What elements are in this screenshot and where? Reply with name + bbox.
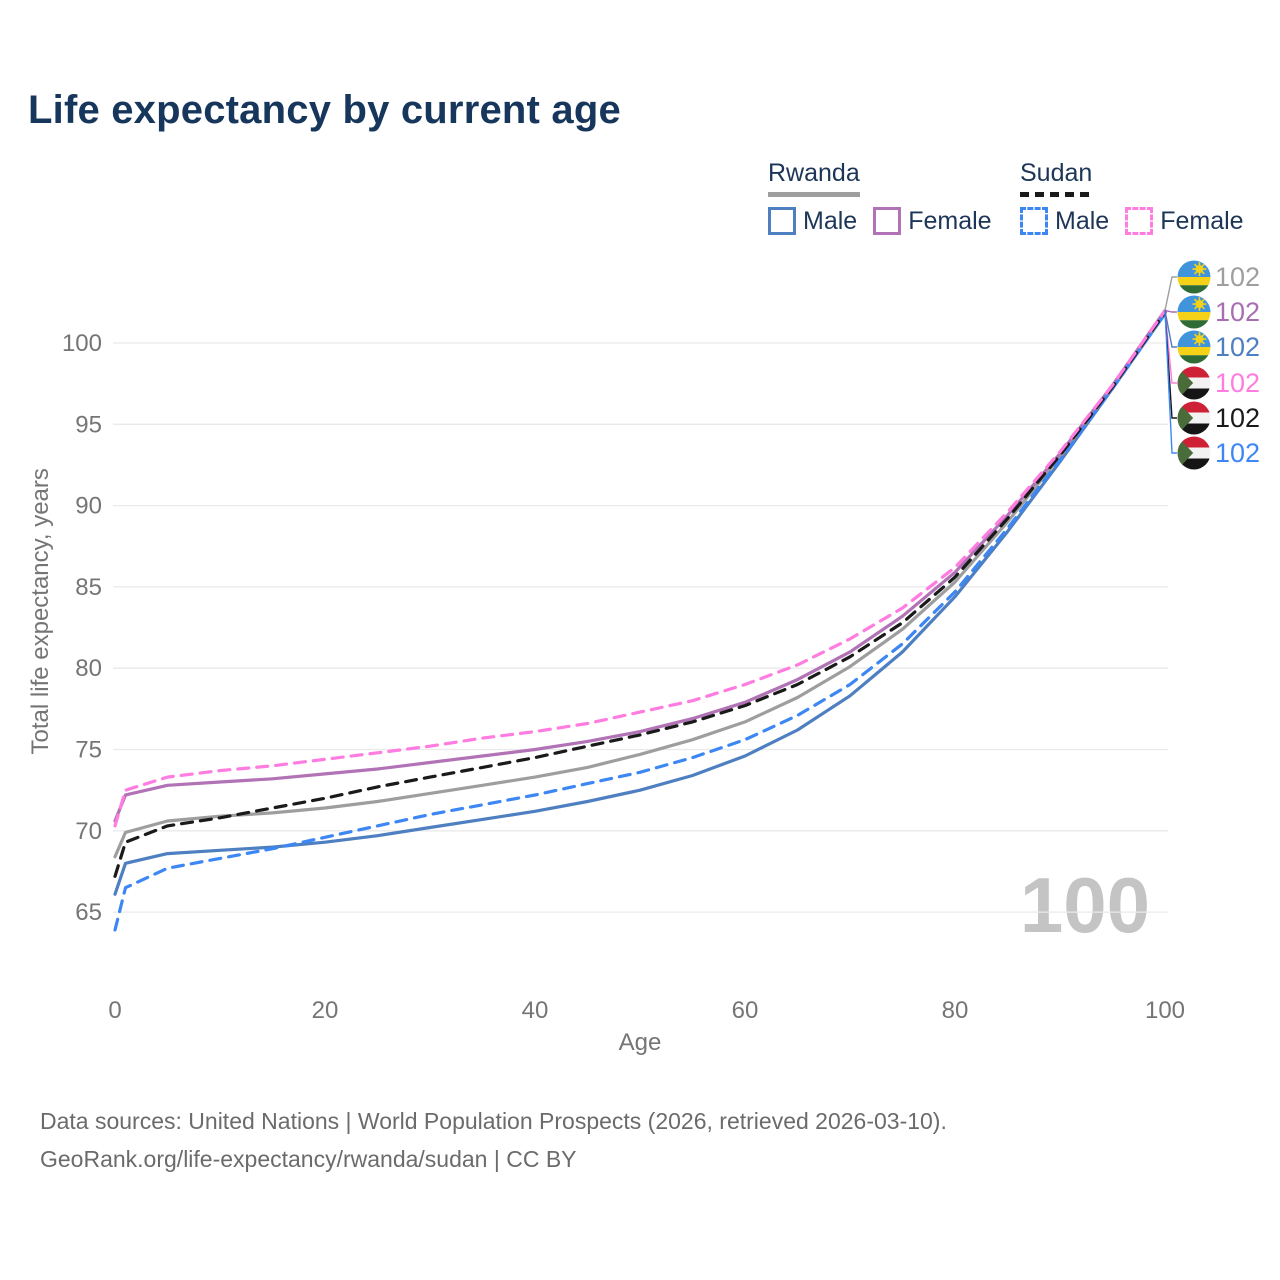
end-label-value-rwanda-female: 102	[1215, 297, 1260, 327]
y-axis-title: Total life expectancy, years	[27, 468, 54, 754]
end-label-connector	[1164, 276, 1177, 311]
x-tick-60: 60	[732, 997, 759, 1024]
rwanda-female-swatch-icon	[873, 207, 902, 235]
y-tick-70: 70	[75, 818, 102, 845]
x-tick-0: 0	[108, 997, 121, 1024]
y-tick-65: 65	[75, 899, 102, 926]
end-label-value-sudan-total: 102	[1215, 403, 1260, 433]
end-label-connector	[1164, 309, 1177, 313]
y-tick-95: 95	[75, 411, 102, 438]
end-label-connector	[1164, 310, 1177, 348]
sudan-flag-icon	[1177, 436, 1211, 470]
legend-item-rwanda-female[interactable]: Female	[873, 206, 992, 236]
series-line-rwanda-total	[113, 310, 1167, 859]
series-line-rwanda-female	[113, 308, 1167, 823]
series-line-rwanda-male	[113, 312, 1167, 896]
hover-age-watermark: 100	[1019, 861, 1150, 949]
legend-label-sudan-female: Female	[1160, 206, 1244, 235]
end-label-connector	[1164, 310, 1177, 454]
rwanda-flag-icon	[1177, 330, 1211, 364]
end-label-value-rwanda-male: 102	[1215, 332, 1260, 362]
end-label-value-rwanda-total: 102	[1215, 262, 1260, 292]
legend-label-rwanda-female: Female	[908, 206, 992, 235]
end-label-value-sudan-male: 102	[1215, 438, 1260, 468]
legend-item-sudan-male[interactable]: Male	[1020, 207, 1109, 236]
y-tick-100: 100	[62, 330, 102, 357]
end-label-value-sudan-female: 102	[1215, 368, 1260, 398]
y-tick-90: 90	[75, 493, 102, 520]
legend-item-sudan-female[interactable]: Female	[1125, 206, 1244, 236]
legend-group-rwanda: Rwanda Male Female	[768, 159, 1008, 236]
rwanda-flag-icon	[1177, 295, 1211, 329]
end-label-connector	[1164, 310, 1177, 384]
y-tick-75: 75	[75, 737, 102, 764]
legend-label-sudan-male: Male	[1055, 206, 1110, 235]
y-tick-85: 85	[75, 574, 102, 601]
sudan-flag-icon	[1177, 401, 1211, 435]
legend-group-sudan: Sudan Male Female	[1020, 159, 1260, 236]
x-tick-40: 40	[522, 997, 549, 1024]
rwanda-male-swatch-icon	[768, 207, 796, 235]
x-tick-100: 100	[1145, 997, 1185, 1024]
legend-item-rwanda-male[interactable]: Male	[768, 207, 857, 236]
page-title: Life expectancy by current age	[28, 88, 621, 132]
series-line-sudan-male	[113, 312, 1167, 932]
sudan-male-swatch-icon	[1020, 207, 1048, 235]
y-tick-80: 80	[75, 655, 102, 682]
sudan-female-swatch-icon	[1125, 207, 1154, 235]
legend-country-sudan: Sudan	[1020, 159, 1093, 187]
series-line-sudan-female	[113, 308, 1167, 828]
rwanda-solid-line-swatch	[768, 191, 860, 197]
legend-label-rwanda-male: Male	[803, 206, 858, 235]
sudan-dashed-line-swatch	[1020, 191, 1094, 197]
x-axis-title: Age	[619, 1029, 662, 1056]
legend-country-rwanda: Rwanda	[768, 159, 860, 187]
series-line-sudan-total	[113, 310, 1167, 878]
data-sources-text: Data sources: United Nations | World Pop…	[40, 1108, 947, 1134]
x-tick-80: 80	[942, 997, 969, 1024]
attribution-link-text: GeoRank.org/life-expectancy/rwanda/sudan…	[40, 1146, 577, 1172]
rwanda-flag-icon	[1177, 260, 1211, 294]
x-tick-20: 20	[312, 997, 339, 1024]
sudan-flag-icon	[1177, 366, 1211, 400]
